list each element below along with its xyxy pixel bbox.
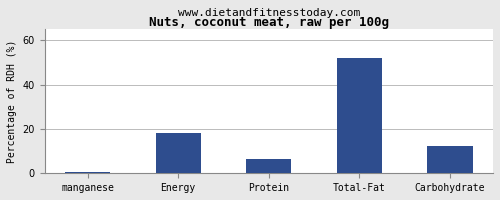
Bar — [246, 159, 292, 173]
Bar — [156, 133, 201, 173]
Bar — [428, 146, 472, 173]
Y-axis label: Percentage of RDH (%): Percentage of RDH (%) — [7, 40, 17, 163]
Text: www.dietandfitnesstoday.com: www.dietandfitnesstoday.com — [178, 8, 360, 18]
Bar — [337, 58, 382, 173]
Bar — [65, 172, 110, 173]
Title: Nuts, coconut meat, raw per 100g: Nuts, coconut meat, raw per 100g — [149, 16, 389, 29]
